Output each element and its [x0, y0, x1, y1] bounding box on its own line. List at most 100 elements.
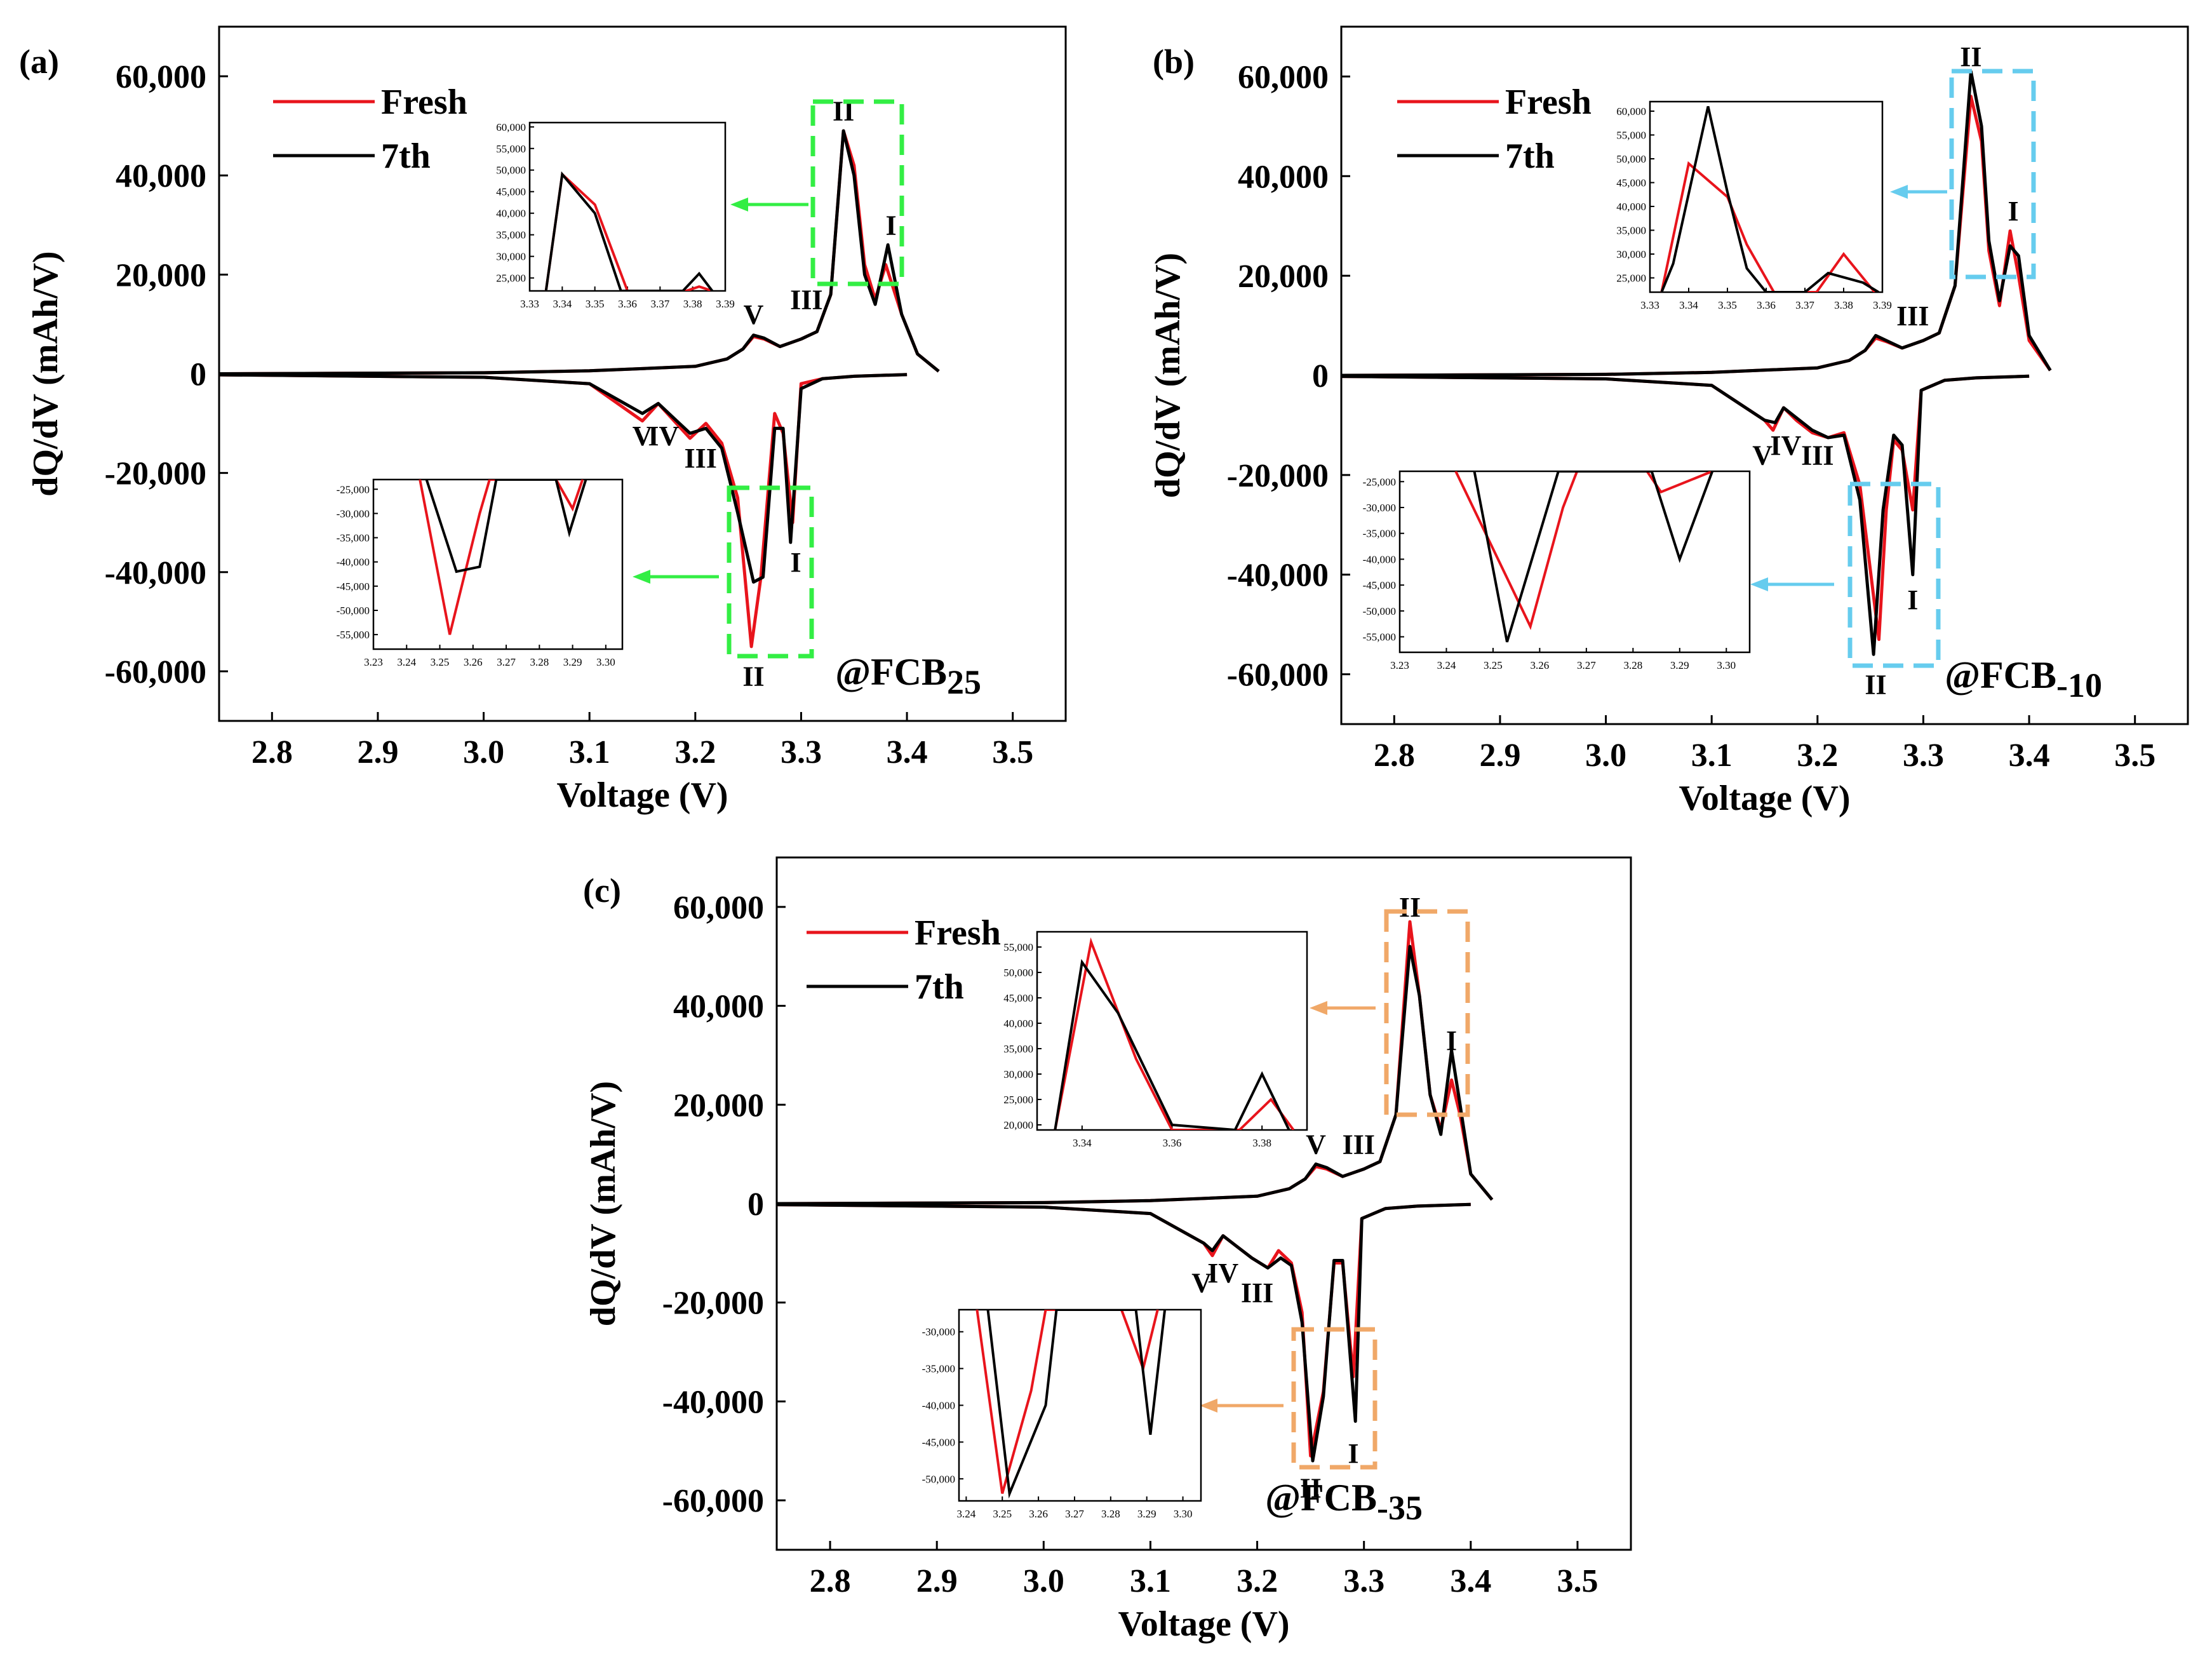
inset-x-tick-label: 3.38 [683, 298, 702, 310]
inset-x-tick-label: 3.26 [464, 656, 483, 668]
charge-zoom-arrow [1890, 185, 1947, 199]
inset-y-tick-label: -40,000 [922, 1400, 955, 1412]
inset-y-tick-label: -50,000 [1363, 605, 1396, 617]
inset-x-tick-label: 3.29 [1670, 659, 1689, 671]
y-tick-label: 20,000 [1238, 259, 1329, 295]
peak-label: V [1306, 1129, 1326, 1160]
charge-inset: 25,000 30,000 35,000 40,000 45,000 50,000 55,0… [1616, 100, 1892, 311]
y-tick-label: 20,000 [116, 257, 206, 293]
x-tick-label: 3.3 [1343, 1563, 1384, 1599]
discharge-curve-7th [777, 1202, 1471, 1463]
inset-y-tick-label: -35,000 [922, 1363, 955, 1375]
peak-label: I [1907, 584, 1918, 615]
inset-y-tick-label: 35,000 [1003, 1043, 1033, 1055]
inset-x-tick-label: 3.24 [397, 656, 416, 668]
discharge-inset: -25,000 -30,000 -35,000 -40,000 -45,000 -50,0… [1363, 470, 1751, 671]
legend-label: 7th [381, 137, 431, 176]
peak-label: III [684, 443, 716, 474]
x-tick-label: 3.2 [1797, 737, 1838, 774]
inset-x-tick-label: 3.27 [1577, 659, 1596, 671]
x-tick-label: 3.3 [781, 734, 822, 770]
discharge-zoom-arrow [1200, 1399, 1284, 1413]
x-tick-label: 3.4 [887, 734, 928, 770]
inset-frame [528, 121, 727, 292]
discharge-zoom-box [727, 485, 814, 659]
inset-y-tick-label: 25,000 [1003, 1094, 1033, 1106]
inset-x-tick-label: 3.24 [1437, 659, 1456, 671]
y-tick-label: 60,000 [116, 59, 206, 95]
inset-x-tick-label: 3.26 [1029, 1508, 1048, 1520]
inset-x-tick-label: 3.28 [530, 656, 549, 668]
charge-inset: 20,000 25,000 30,000 35,000 40,000 45,000 50,0… [1003, 931, 1308, 1149]
inset-y-tick-label: -55,000 [337, 629, 370, 641]
peak-label: V [1752, 440, 1773, 471]
condition-label: @FCB-35 [1265, 1477, 1423, 1527]
inset-y-tick-label: -30,000 [1363, 502, 1396, 514]
inset-x-tick-label: 3.36 [1757, 299, 1776, 311]
y-tick-label: -60,000 [1227, 657, 1329, 694]
inset-y-tick-label: 50,000 [496, 165, 526, 177]
panel-b: 60,000 40,000 20,000 0 -20,000 -40,000 -60,000… [1148, 25, 2189, 818]
x-tick-label: 3.5 [2114, 737, 2155, 774]
inset-x-tick-label: 3.29 [1137, 1508, 1156, 1520]
discharge-inset: -30,000 -35,000 -40,000 -45,000 -50,000 3.24 3… [922, 1308, 1202, 1520]
y-tick-label: 0 [747, 1186, 764, 1223]
inset-y-tick-label: 45,000 [1616, 177, 1646, 189]
inset-y-tick-label: 30,000 [496, 251, 526, 263]
inset-x-tick-label: 3.25 [993, 1508, 1012, 1520]
inset-x-tick-label: 3.37 [650, 298, 669, 310]
series-7th [777, 944, 1494, 1463]
charge-curve-7th [219, 129, 940, 375]
inset-y-tick-label: -30,000 [922, 1326, 955, 1338]
charge-zoom-arrow [730, 198, 808, 212]
inset-x-tick-label: 3.26 [1531, 659, 1550, 671]
charge-curve-7th [1341, 70, 2052, 377]
peak-label: II [742, 661, 764, 692]
inset-x-tick-label: 3.34 [1073, 1137, 1092, 1149]
inset-y-tick-label: -25,000 [1363, 476, 1396, 488]
panel-label: (c) [583, 871, 621, 910]
inset-x-tick-label: 3.37 [1795, 299, 1814, 311]
x-tick-label: 3.0 [1023, 1563, 1064, 1599]
y-tick-label: -20,000 [105, 456, 206, 492]
discharge-zoom-box [1291, 1327, 1377, 1470]
x-tick-label: 3.4 [2009, 737, 2050, 774]
y-tick-label: 40,000 [116, 158, 206, 194]
peak-label: IV [1770, 430, 1801, 461]
inset-x-tick-label: 3.36 [1163, 1137, 1182, 1149]
peak-label: V [1191, 1268, 1212, 1299]
legend: Fresh 7th [273, 83, 467, 176]
panel-label: (a) [19, 43, 59, 81]
inset-x-tick-label: 3.28 [1623, 659, 1642, 671]
condition-label: @FCB25 [835, 651, 981, 701]
inset-x-tick-label: 3.38 [1834, 299, 1853, 311]
inset-x-tick-label: 3.29 [563, 656, 582, 668]
y-axis-title: dQ/dV (mAh/V) [1148, 253, 1188, 498]
inset-x-tick-label: 3.27 [1065, 1508, 1084, 1520]
peak-label: IV [1207, 1258, 1238, 1289]
x-tick-label: 2.9 [916, 1563, 958, 1599]
inset-x-tick-label: 3.38 [1252, 1137, 1271, 1149]
x-tick-label: 2.8 [810, 1563, 851, 1599]
series-7th [1341, 70, 2052, 656]
inset-y-tick-label: -35,000 [337, 532, 370, 544]
inset-y-tick-label: 50,000 [1616, 153, 1646, 165]
inset-frame [372, 478, 624, 650]
y-tick-label: 0 [1312, 358, 1329, 394]
inset-x-tick-label: 3.25 [431, 656, 450, 668]
discharge-zoom-arrow [1750, 577, 1834, 591]
x-tick-label: 3.1 [569, 734, 610, 770]
inset-x-tick-label: 3.27 [497, 656, 516, 668]
inset-y-tick-label: 25,000 [1616, 272, 1646, 285]
peak-label: II [1960, 41, 1981, 72]
inset-curve-7th [1473, 471, 1714, 643]
panel-a: 60,000 40,000 20,000 0 -20,000 -40,000 -60,000… [19, 25, 1067, 815]
inset-y-tick-label: 25,000 [496, 272, 526, 285]
inset-y-tick-label: 55,000 [1003, 941, 1033, 953]
x-tick-label: 3.3 [1903, 737, 1944, 774]
charge-zoom-arrow [1310, 1001, 1376, 1015]
legend-label: Fresh [1505, 83, 1592, 122]
discharge-zoom-arrow [633, 570, 719, 584]
